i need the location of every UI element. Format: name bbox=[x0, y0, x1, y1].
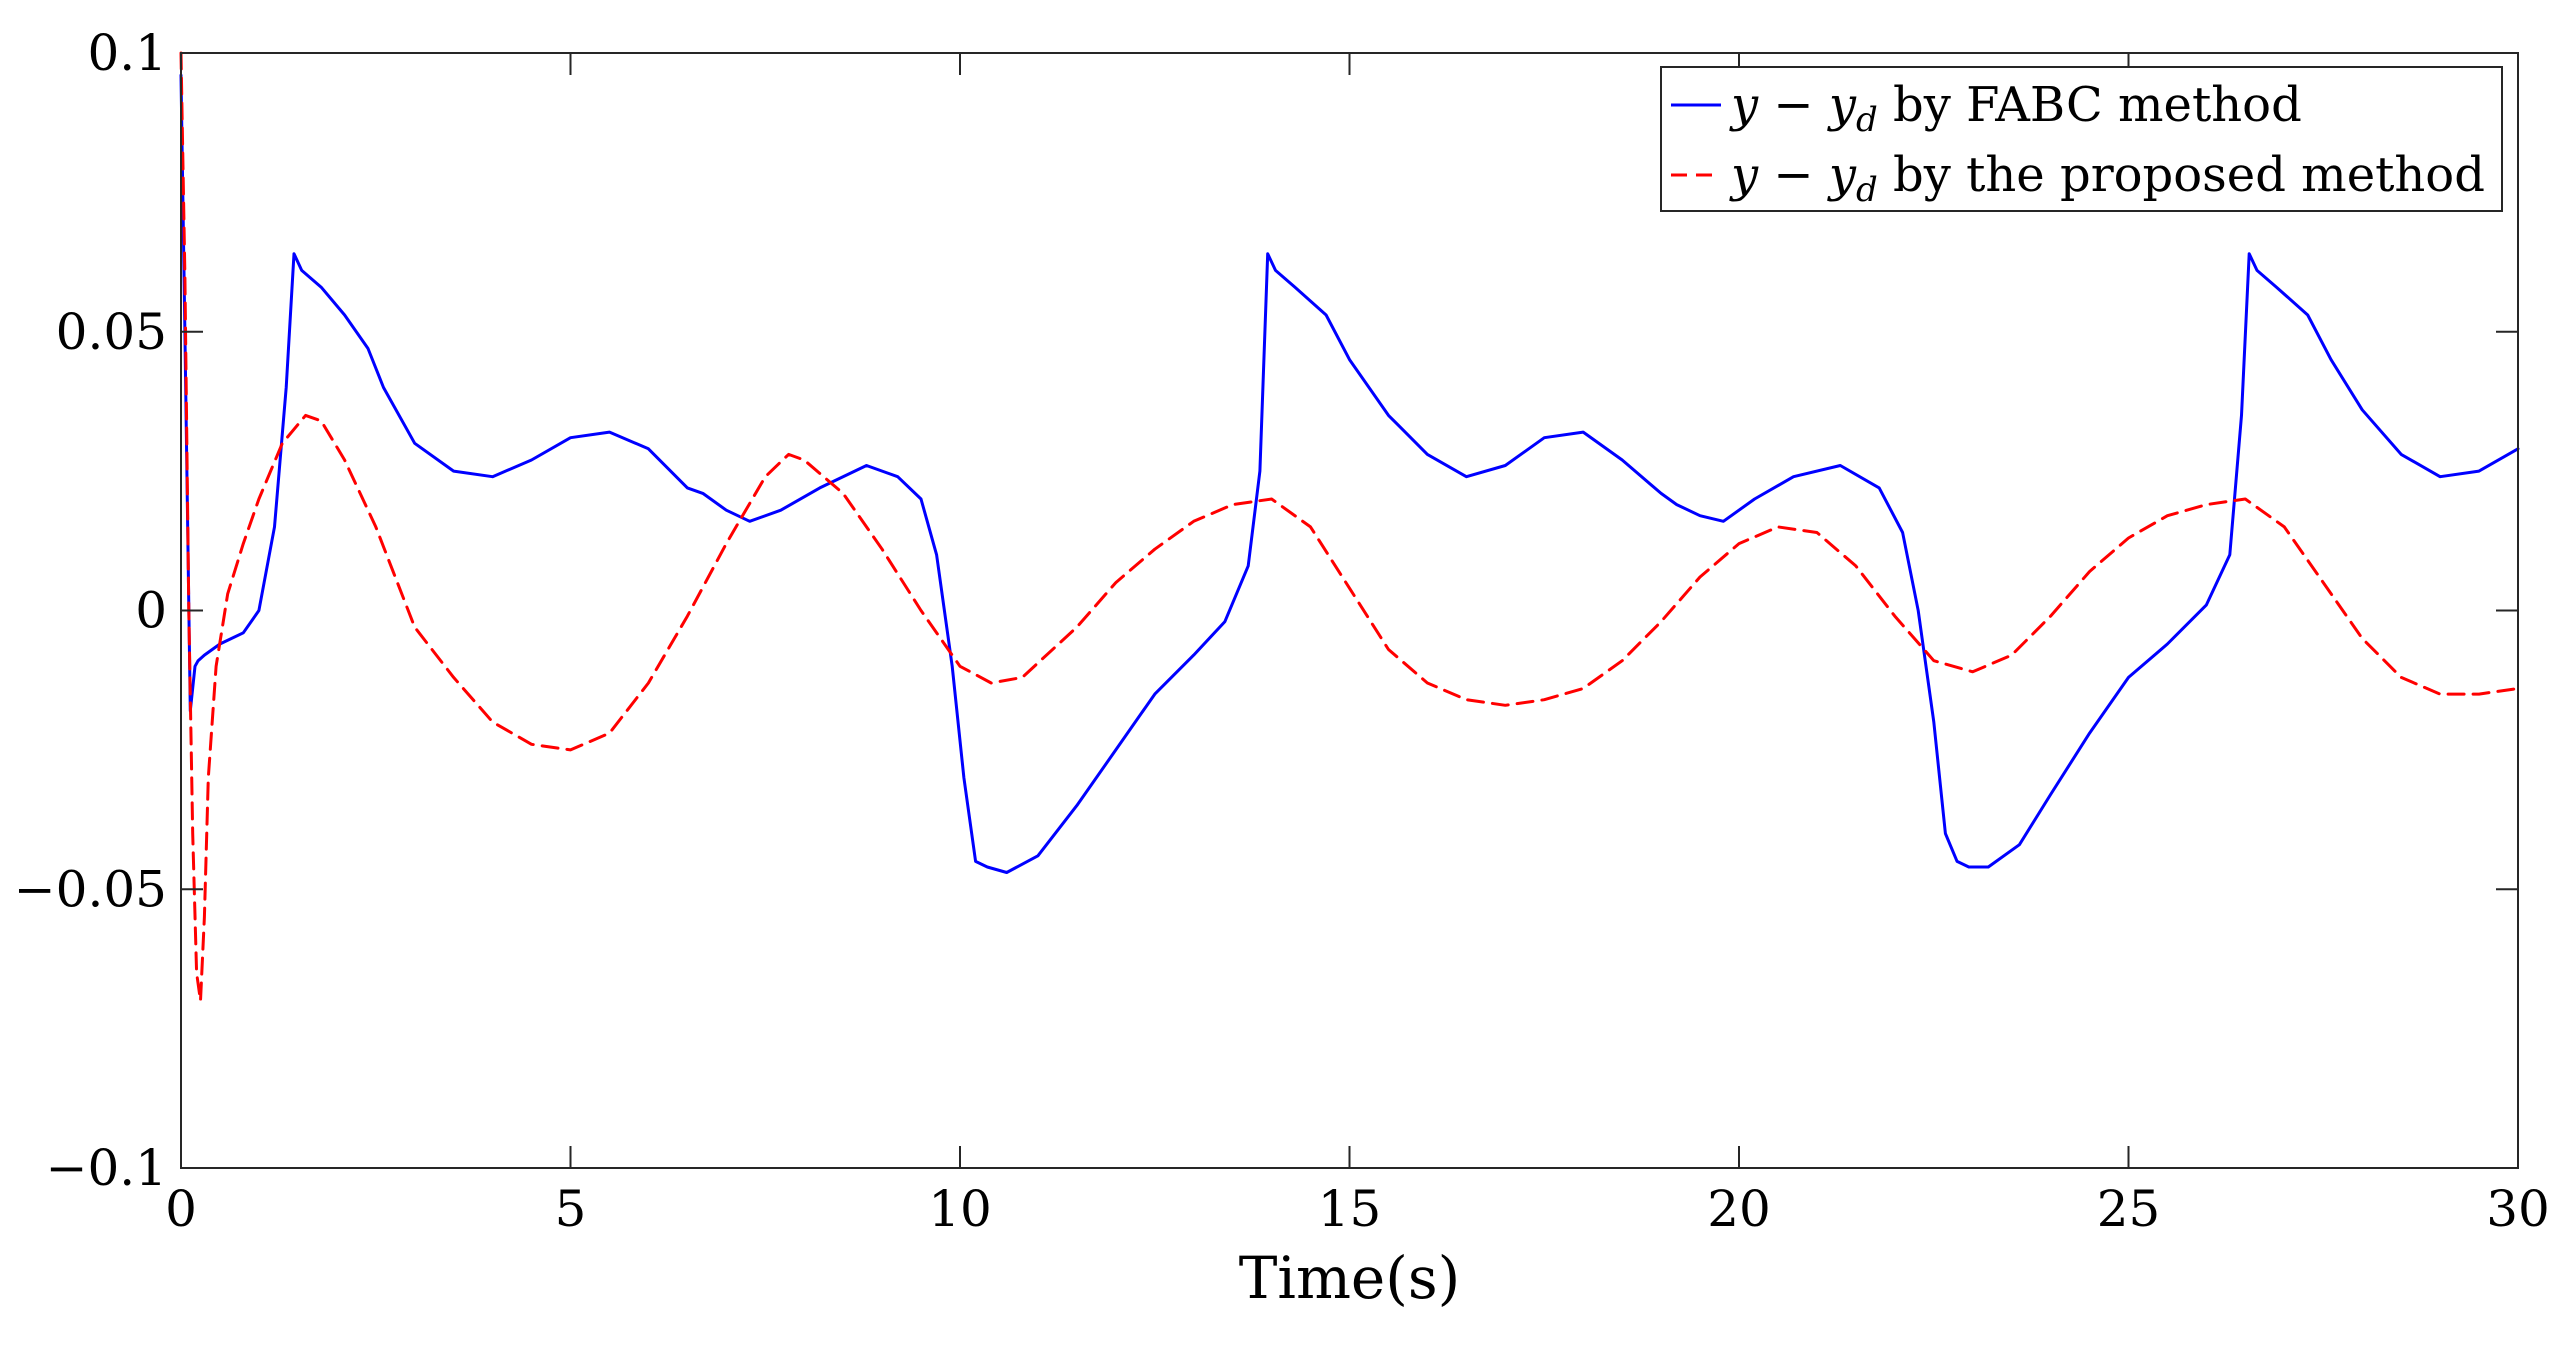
x-tick-label: 25 bbox=[2097, 1180, 2161, 1238]
tick-layer: 0 5 10 15 20 25 30 −0.1 −0.05 0 0.05 0.1 bbox=[14, 24, 2550, 1238]
x-tick-label: 30 bbox=[2486, 1180, 2550, 1238]
series-layer bbox=[179, 51, 2520, 1003]
x-axis-label: Time(s) bbox=[1239, 1244, 1461, 1312]
series-line-proposed bbox=[179, 51, 2520, 1003]
x-tick-label: 15 bbox=[1318, 1180, 1382, 1238]
series-line-fabc bbox=[179, 73, 2520, 874]
legend-subscript: d bbox=[1856, 170, 1878, 210]
legend-math: y − y bbox=[1729, 77, 1857, 133]
x-tick-label: 5 bbox=[555, 1180, 587, 1238]
y-tick-label: 0.1 bbox=[87, 24, 167, 82]
x-tick-label: 20 bbox=[1707, 1180, 1771, 1238]
legend-description: by FABC method bbox=[1878, 77, 2302, 133]
y-tick-label: −0.05 bbox=[14, 860, 167, 918]
x-tick-label: 0 bbox=[165, 1180, 197, 1238]
x-tick-label: 10 bbox=[928, 1180, 992, 1238]
legend-math: y − y bbox=[1729, 147, 1857, 203]
legend-label: y − yd by the proposed method bbox=[1729, 147, 2485, 210]
legend-description: by the proposed method bbox=[1878, 147, 2485, 203]
y-tick-label: −0.1 bbox=[46, 1139, 167, 1197]
legend-subscript: d bbox=[1856, 100, 1878, 140]
y-tick-label: 0.05 bbox=[56, 303, 167, 361]
legend-box bbox=[1660, 66, 2503, 212]
y-tick-label: 0 bbox=[135, 582, 167, 640]
legend-label: y − yd by FABC method bbox=[1729, 77, 2302, 140]
